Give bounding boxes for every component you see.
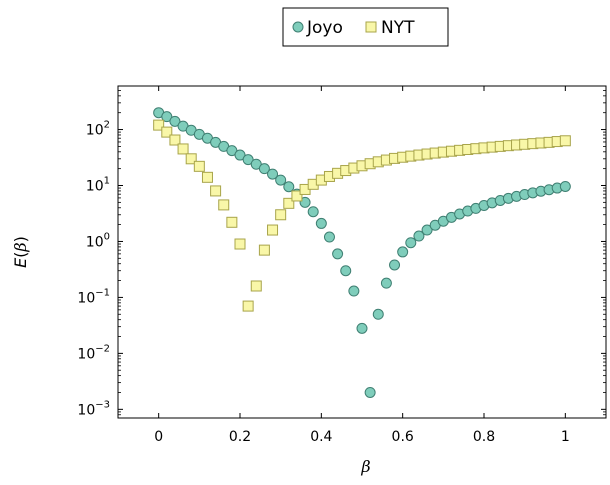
nyt-point (201, 171, 213, 183)
x-tick-label: 0.6 (392, 429, 414, 445)
joyo-point (161, 111, 173, 123)
nyt-point (218, 199, 230, 211)
joyo-point (299, 196, 311, 208)
nyt-point (250, 280, 262, 292)
legend: Joyo NYT (282, 7, 449, 47)
nyt-point (161, 126, 173, 138)
joyo-point (559, 180, 571, 192)
y-tick-label: 102 (86, 120, 110, 139)
nyt-point (275, 209, 287, 221)
nyt-point (177, 143, 189, 155)
x-tick-label: 0 (154, 429, 163, 445)
plot-frame (117, 85, 607, 419)
legend-label-nyt: NYT (381, 18, 415, 38)
nyt-point (210, 185, 222, 197)
joyo-point (356, 322, 368, 334)
nyt-point (234, 238, 246, 250)
joyo-point (315, 217, 327, 229)
joyo-point (307, 206, 319, 218)
joyo-point (340, 265, 352, 277)
y-axis-label: E(β) (11, 236, 30, 268)
nyt-point (193, 160, 205, 172)
nyt-point (226, 216, 238, 228)
series-nyt (153, 119, 571, 312)
x-tick-label: 0.2 (229, 429, 251, 445)
joyo-point (389, 259, 401, 271)
y-tick-label: 100 (86, 231, 110, 250)
joyo-point (364, 386, 376, 398)
y-tick-label: 10−3 (77, 399, 110, 418)
y-axis-label-var: E (11, 257, 30, 268)
joyo-point (397, 246, 409, 258)
nyt-point (283, 197, 295, 209)
joyo-point (421, 224, 433, 236)
nyt-point (267, 224, 279, 236)
y-tick-label: 101 (86, 176, 110, 195)
joyo-point (372, 308, 384, 320)
joyo-point (234, 149, 246, 161)
joyo-point (275, 174, 287, 186)
legend-label-joyo: Joyo (306, 18, 343, 38)
nyt-point (185, 153, 197, 165)
minor-ticks (118, 85, 606, 419)
nyt-point (559, 135, 571, 147)
joyo-point (283, 181, 295, 193)
joyo-point (348, 285, 360, 297)
joyo-point (323, 231, 335, 243)
y-tick-label: 10−1 (77, 287, 110, 306)
x-tick-label: 1 (561, 429, 570, 445)
nyt-point (242, 300, 254, 312)
series-joyo (153, 107, 571, 398)
nyt-point (291, 190, 303, 202)
nyt-point (258, 244, 270, 256)
nyt-point (169, 134, 181, 146)
y-axis: 10−3 10−2 10−1 100 101 102 (77, 120, 606, 418)
joyo-point (332, 248, 344, 260)
joyo-point (380, 277, 392, 289)
y-tick-label: 10−2 (77, 343, 110, 362)
joyo-point (405, 237, 417, 249)
legend-marker-joyo (292, 21, 304, 33)
joyo-point (413, 230, 425, 242)
x-axis: 0 0.2 0.4 0.6 0.8 1 (154, 86, 570, 445)
nyt-point (153, 119, 165, 131)
x-axis-label: β (360, 457, 370, 476)
joyo-point (169, 115, 181, 127)
x-tick-label: 0.4 (310, 429, 332, 445)
x-tick-label: 0.8 (473, 429, 495, 445)
legend-marker-nyt (365, 21, 377, 33)
y-axis-label-arg: β (11, 242, 30, 252)
joyo-point (258, 163, 270, 175)
joyo-point (267, 168, 279, 180)
joyo-point (242, 154, 254, 166)
